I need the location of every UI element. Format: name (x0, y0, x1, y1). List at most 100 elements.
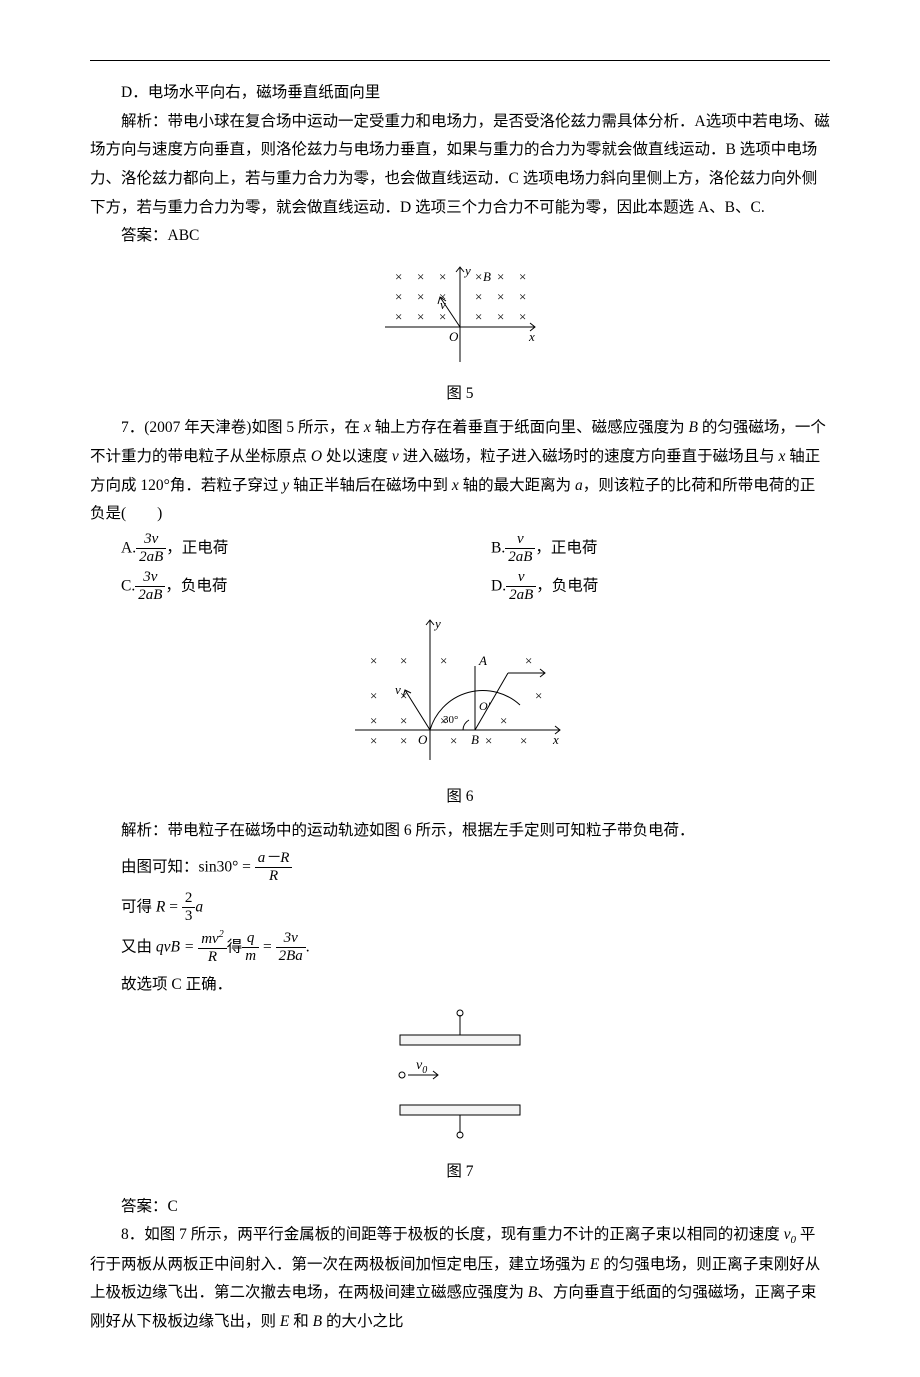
sol7-l2b: a (195, 898, 203, 915)
answer-label: 答案： (121, 227, 168, 244)
svg-text:×: × (475, 269, 482, 284)
optC-den: 2aB (135, 587, 165, 604)
sol7-frac4: qm (242, 930, 259, 966)
svg-text:×: × (519, 289, 526, 304)
optB-suf: ，正电荷 (535, 539, 597, 556)
header-rule (90, 60, 830, 61)
q6-answer: 答案：ABC (90, 222, 830, 251)
q7-opt-d: D.v2aB，负电荷 (491, 569, 861, 605)
svg-text:×: × (440, 653, 447, 668)
sol7-f4d: m (242, 948, 259, 965)
var-R: R (156, 898, 165, 915)
q7-opt-a: A.3v2aB，正电荷 (90, 531, 491, 567)
sol7-f2d: 3 (182, 908, 196, 925)
var-x: x (364, 419, 371, 436)
q7-stem: 7．(2007 年天津卷)如图 5 所示，在 x 轴上方存在着垂直于纸面向里、磁… (90, 414, 830, 529)
sol7-f5d: 2Ba (276, 948, 306, 965)
q8-prefix: 8．如图 7 所示，两平行金属板的间距等于极板的长度，现有重力不计的正离子束以相… (121, 1226, 784, 1243)
q8-E2: E (280, 1313, 289, 1330)
q6-analysis-text: 带电小球在复合场中运动一定受重力和电场力，是否受洛伦兹力需具体分析．A选项中若电… (90, 113, 830, 216)
sol7-line2: 可得 R = 23a (90, 890, 830, 926)
optB-num: v (505, 531, 535, 549)
fig6-Oprime: O′ (479, 699, 491, 713)
optA-den: 2aB (136, 549, 166, 566)
sol7-l3l: qvB = (156, 938, 198, 955)
figure-6-caption: 图 6 (90, 783, 830, 812)
svg-text:×: × (475, 309, 482, 324)
svg-text:×: × (395, 289, 402, 304)
sol7-frac1: a－RR (255, 850, 293, 886)
fig5-b-label: B (483, 269, 491, 284)
optA-num: 3v (136, 531, 166, 549)
fig6-B: B (471, 732, 479, 747)
fig6-angle: 30° (443, 714, 458, 726)
q6-answer-value: ABC (168, 227, 200, 244)
optD-frac: v2aB (506, 569, 536, 605)
optB-frac: v2aB (505, 531, 535, 567)
fig7-v0: v0 (416, 1058, 427, 1076)
sol7-f3d: R (198, 949, 227, 966)
q6-option-d: D．电场水平向右，磁场垂直纸面向里 (90, 79, 830, 108)
optA-pre: A. (121, 539, 136, 556)
var-x3: x (452, 477, 459, 494)
q7-b4: 进入磁场，粒子进入磁场时的速度方向垂直于磁场且与 (399, 448, 779, 465)
optC-suf: ，负电荷 (165, 577, 227, 594)
svg-text:×: × (370, 688, 377, 703)
var-v: v (392, 448, 399, 465)
var-O: O (311, 448, 322, 465)
var-B: B (688, 419, 697, 436)
svg-text:×: × (485, 733, 492, 748)
fig6-x: x (552, 732, 559, 747)
fig6-o: O (418, 732, 428, 747)
q6-analysis: 解析：带电小球在复合场中运动一定受重力和电场力，是否受洛伦兹力需具体分析．A选项… (90, 108, 830, 223)
optD-pre: D. (491, 577, 506, 594)
figure-7-svg: v0 (360, 1005, 560, 1145)
figure-5-svg: ××× ××× ××× ××× ××× ××× y x O B v (375, 257, 545, 367)
sol7-frac5: 3v2Ba (276, 930, 306, 966)
fig6-A: A (478, 653, 487, 668)
q8-stem: 8．如图 7 所示，两平行金属板的间距等于极板的长度，现有重力不计的正离子束以相… (90, 1221, 830, 1336)
fig6-y: y (433, 616, 441, 631)
figure-6: ×× ×× ×× ×× ×× × ××× ×× y x O A O′ B v 3… (90, 610, 830, 811)
svg-text:×: × (535, 688, 542, 703)
svg-text:×: × (417, 309, 424, 324)
svg-text:×: × (475, 289, 482, 304)
q8-E: E (590, 1256, 599, 1273)
svg-text:×: × (525, 653, 532, 668)
fig7-v0-sub: 0 (422, 1065, 427, 1076)
sol7-line1: 由图可知：sin30° = a－RR (90, 850, 830, 886)
fig5-y-label: y (463, 263, 471, 278)
q7-b1: 轴上方存在着垂直于纸面向里、磁感应强度为 (371, 419, 689, 436)
q7-opt-b: B.v2aB，正电荷 (491, 531, 861, 567)
sol7-answer: 答案：C (90, 1193, 830, 1222)
optD-den: 2aB (506, 587, 536, 604)
fig5-x-label: x (528, 329, 535, 344)
figure-5-caption: 图 5 (90, 380, 830, 409)
svg-text:×: × (497, 269, 504, 284)
sol7-f3n: mv2 (198, 929, 227, 949)
svg-text:×: × (400, 733, 407, 748)
svg-text:×: × (519, 269, 526, 284)
fig5-o-label: O (449, 329, 459, 344)
q8-b5: 的大小之比 (322, 1313, 403, 1330)
svg-text:×: × (417, 269, 424, 284)
q7-opts-row1: A.3v2aB，正电荷 B.v2aB，正电荷 (90, 531, 830, 567)
svg-text:×: × (417, 289, 424, 304)
s7-ans-label: 答案： (121, 1198, 168, 1215)
svg-text:×: × (439, 269, 446, 284)
q7-prefix: 7．(2007 年天津卷)如图 5 所示，在 (121, 419, 364, 436)
sol7-f4n: q (242, 930, 259, 948)
sol7-f1n: a－R (255, 850, 293, 868)
q8-B: B (528, 1284, 537, 1301)
svg-text:×: × (500, 713, 507, 728)
optB-den: 2aB (505, 549, 535, 566)
sol7-f2n: 2 (182, 890, 196, 908)
svg-text:×: × (400, 688, 407, 703)
optB-pre: B. (491, 539, 505, 556)
optA-frac: 3v2aB (136, 531, 166, 567)
svg-text:×: × (519, 309, 526, 324)
figure-7: v0 图 7 (90, 1005, 830, 1186)
q7-opt-c: C.3v2aB，负电荷 (90, 569, 491, 605)
sol7-frac3: mv2R (198, 929, 227, 967)
s7-ans-val: C (168, 1198, 178, 1215)
